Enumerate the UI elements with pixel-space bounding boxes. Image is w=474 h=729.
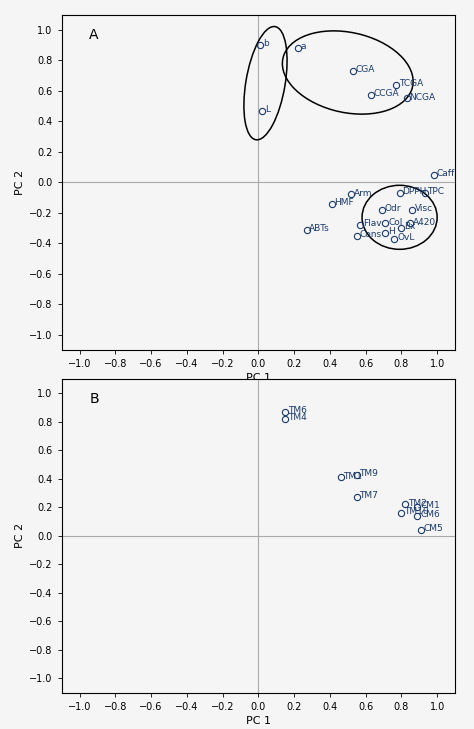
- Text: CGA: CGA: [356, 65, 375, 74]
- X-axis label: PC 1: PC 1: [246, 716, 271, 726]
- Y-axis label: PC 2: PC 2: [15, 523, 25, 548]
- Text: A: A: [89, 28, 99, 42]
- Text: TM2: TM2: [408, 499, 427, 507]
- Text: CM6: CM6: [420, 510, 440, 519]
- Text: B: B: [89, 391, 99, 405]
- Text: TCGA: TCGA: [399, 79, 423, 87]
- Y-axis label: PC 2: PC 2: [15, 170, 25, 195]
- Text: a: a: [301, 42, 306, 51]
- Text: NCGA: NCGA: [410, 93, 436, 101]
- Text: CM5: CM5: [424, 524, 444, 533]
- Text: TM10: TM10: [404, 507, 429, 516]
- Text: A420: A420: [413, 217, 436, 227]
- Text: Arm: Arm: [354, 189, 373, 198]
- Text: TM1: TM1: [343, 472, 362, 480]
- Text: CM1: CM1: [420, 502, 440, 510]
- Text: Flav: Flav: [363, 219, 382, 228]
- Text: ABTs: ABTs: [310, 224, 330, 233]
- Text: CCGA: CCGA: [374, 90, 400, 98]
- Text: HMF: HMF: [335, 198, 354, 207]
- Text: DPPH: DPPH: [402, 187, 427, 196]
- Text: b: b: [263, 39, 269, 48]
- Text: Visc: Visc: [415, 204, 433, 213]
- Text: L: L: [264, 105, 270, 114]
- Text: TM6: TM6: [288, 406, 307, 415]
- Text: Cons: Cons: [359, 230, 382, 238]
- Text: Col: Col: [388, 217, 402, 227]
- Text: TPC: TPC: [428, 187, 445, 196]
- Text: TM9: TM9: [359, 469, 378, 477]
- Text: Caff: Caff: [437, 168, 455, 178]
- Text: Odr: Odr: [384, 204, 401, 213]
- Text: Bx: Bx: [404, 222, 416, 231]
- Text: H: H: [388, 227, 395, 235]
- Text: TM7: TM7: [359, 491, 378, 500]
- Text: OvL: OvL: [397, 233, 414, 242]
- Text: TM4: TM4: [288, 413, 307, 422]
- X-axis label: PC 1: PC 1: [246, 373, 271, 383]
